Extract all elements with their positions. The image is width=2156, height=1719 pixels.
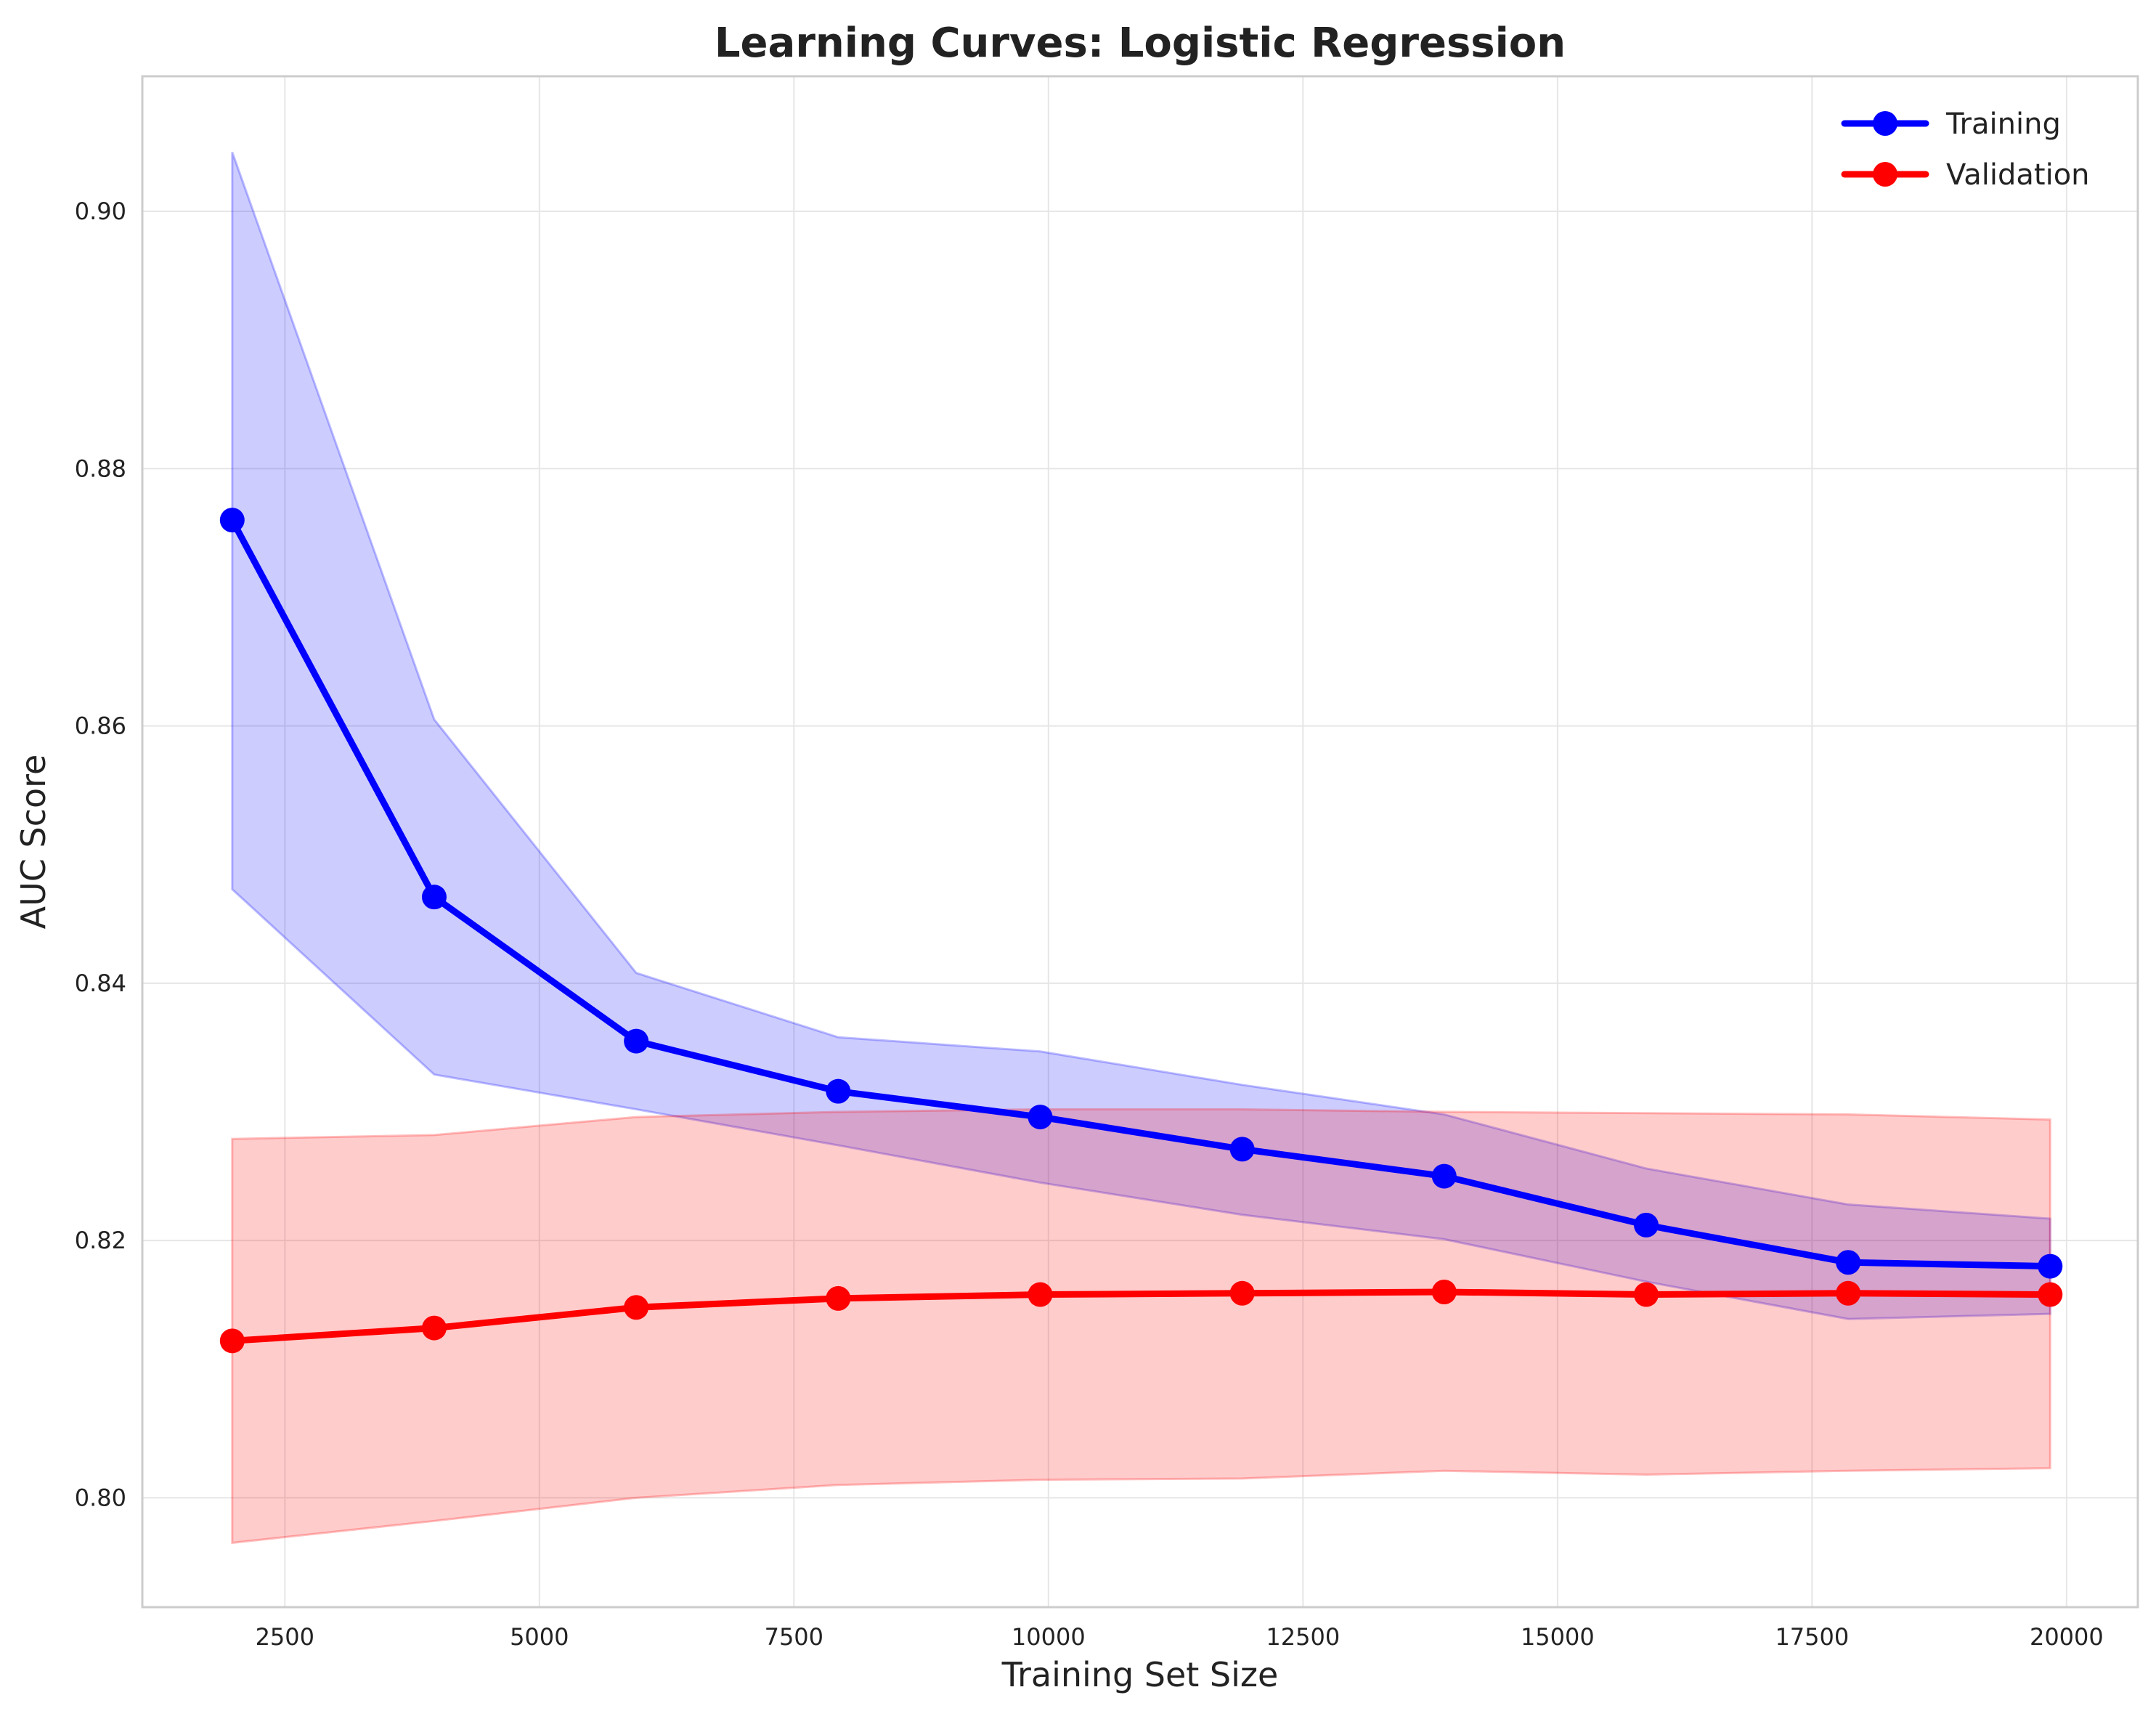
x-axis-label: Training Set Size	[1001, 1655, 1279, 1694]
series-lines	[229, 516, 2054, 1344]
y-tick-label: 0.82	[75, 1227, 126, 1254]
y-tick-label: 0.84	[75, 970, 126, 997]
validation-point	[1431, 1280, 1457, 1304]
legend-entry-validation: Validation	[1841, 158, 2090, 192]
legend-label: Training	[1945, 107, 2061, 141]
legend-label: Validation	[1946, 158, 2090, 192]
validation-point	[1836, 1280, 1861, 1306]
validation-point	[826, 1285, 851, 1311]
training-point	[1836, 1250, 1861, 1275]
plot-frame	[141, 75, 2139, 1609]
legend: Training Validation	[1841, 107, 2090, 192]
training-point	[1431, 1163, 1457, 1189]
x-tick-label: 20000	[2030, 1623, 2104, 1651]
x-tick-label: 12500	[1266, 1623, 1340, 1651]
chart-title: Learning Curves: Logistic Regression	[715, 20, 1566, 67]
grid-lines	[142, 76, 2138, 1607]
x-tick-label: 10000	[1012, 1623, 1086, 1651]
y-tick-label: 0.90	[75, 198, 126, 225]
training-point	[624, 1028, 649, 1054]
validation-point	[219, 1328, 245, 1354]
y-tick-label: 0.86	[75, 712, 126, 740]
legend-swatch-marker	[1873, 111, 1897, 136]
x-tick-label: 15000	[1521, 1623, 1595, 1651]
x-tick-label: 7500	[765, 1623, 823, 1651]
legend-entry-training: Training	[1841, 107, 2061, 141]
training-line	[229, 516, 2054, 1270]
validation-point	[1229, 1280, 1255, 1306]
x-tick-label: 5000	[510, 1623, 569, 1651]
validation-point	[421, 1315, 447, 1341]
x-tick-label: 17500	[1775, 1623, 1849, 1651]
training-point	[1229, 1137, 1255, 1162]
y-tick-label: 0.88	[75, 455, 126, 482]
training-point	[1633, 1212, 1659, 1238]
training-point	[1028, 1105, 1053, 1130]
training-point	[2038, 1253, 2063, 1279]
validation-point	[624, 1295, 649, 1320]
training-band	[231, 152, 2051, 1320]
validation-point	[1633, 1282, 1659, 1307]
validation-point	[2038, 1282, 2063, 1307]
x-axis-ticks: 2500 5000 7500 10000 12500 15000 17500 20000	[256, 1623, 2104, 1651]
training-point	[219, 508, 245, 533]
legend-swatch-marker	[1873, 162, 1897, 187]
x-tick-label: 2500	[256, 1623, 314, 1651]
y-axis-ticks: 0.80 0.82 0.84 0.86 0.88 0.90	[75, 198, 126, 1511]
validation-line	[229, 1288, 2054, 1344]
validation-point	[1028, 1282, 1053, 1307]
training-point	[421, 885, 447, 910]
validation-band	[231, 1108, 2051, 1545]
y-tick-label: 0.80	[75, 1484, 126, 1511]
confidence-bands	[231, 152, 2051, 1545]
training-point	[826, 1078, 851, 1104]
y-axis-label: AUC Score	[14, 755, 53, 930]
series-markers	[219, 508, 2063, 1354]
